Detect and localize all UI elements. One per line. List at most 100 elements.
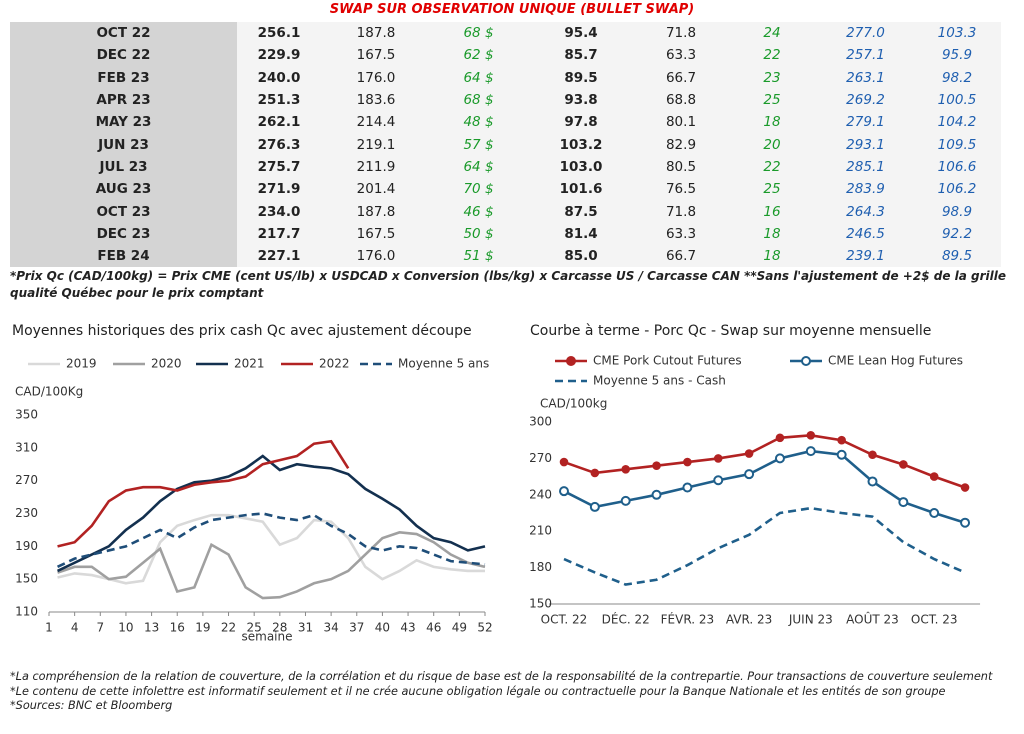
table-cell: MAY 23 <box>10 111 237 134</box>
table-cell: 66.7 <box>636 244 726 268</box>
point <box>805 446 816 457</box>
table-cell: 263.1 <box>818 66 913 89</box>
table-cell: 62 $ <box>431 44 526 67</box>
table-cell: JUL 23 <box>10 155 237 179</box>
table-cell: 234.0 <box>237 200 321 223</box>
series-line <box>563 434 966 489</box>
table-cell: 103.3 <box>913 22 1001 45</box>
table-cell: 76.5 <box>636 178 726 201</box>
table-cell: 22 <box>726 44 818 67</box>
y-axis-label: CAD/100Kg <box>15 385 83 399</box>
title: SWAP SUR OBSERVATION UNIQUE (BULLET SWAP… <box>329 2 695 17</box>
table-cell: 24 <box>726 22 818 45</box>
table-cell: 46 $ <box>431 200 526 223</box>
table-cell: 95.4 <box>526 22 636 45</box>
table-row: MAY 23 262.1 214.4 48 $97.8 80.1 18 279.1 104.2 <box>10 111 1001 134</box>
table-cell: 283.9 <box>818 178 913 201</box>
y-tick-label: 310 <box>15 440 38 454</box>
table-cell: AUG 23 <box>10 178 237 201</box>
table-cell: 50 $ <box>431 222 526 245</box>
table-cell: 214.4 <box>321 111 431 134</box>
table-cell: 82.9 <box>636 133 726 156</box>
table-cell: 264.3 <box>818 200 913 223</box>
point <box>867 476 878 487</box>
table-cell: 57 $ <box>431 133 526 156</box>
x-tick-label: 22 <box>221 621 236 635</box>
table-cell: 68 $ <box>431 88 526 112</box>
table-cell: 217.7 <box>237 222 321 245</box>
table-row: JUL 23 275.7 211.9 64 $103.0 80.5 22 285.1 106.… <box>10 155 1001 179</box>
x-tick-label: AVR. 23 <box>726 613 772 627</box>
y-tick-label: 110 <box>15 605 38 619</box>
table-cell: 85.7 <box>526 44 636 67</box>
table-cell: 89.5 <box>526 66 636 89</box>
table-cell: 176.0 <box>321 244 431 268</box>
table-row: JUN 23 276.3 219.1 57 $103.2 82.9 20 293.1 109.… <box>10 133 1001 156</box>
table-cell: 63.3 <box>636 44 726 67</box>
x-tick-label: 19 <box>195 621 210 635</box>
table-cell: 22 <box>726 155 818 179</box>
point <box>837 435 846 445</box>
chart-title: Courbe à terme - Porc Qc - Swap sur moye… <box>530 323 931 339</box>
table-cell: DEC 22 <box>10 44 237 67</box>
point <box>590 468 600 478</box>
x-tick-label: 16 <box>170 621 185 635</box>
table-cell: 51 $ <box>431 244 526 268</box>
table-cell: 187.8 <box>321 200 431 223</box>
table-cell: FEB 23 <box>10 66 237 89</box>
point <box>682 482 693 493</box>
table-cell: 269.2 <box>818 88 913 112</box>
table-row: APR 23 251.3 183.6 68 $93.8 68.8 25 269.2 100.5 <box>10 88 1001 112</box>
y-tick-label: 350 <box>15 408 38 422</box>
table-cell: 257.1 <box>818 44 913 67</box>
table-cell: 93.8 <box>526 88 636 112</box>
table-cell: 106.2 <box>913 178 1001 201</box>
table-cell: JUN 23 <box>10 133 237 156</box>
legend-label: CME Pork Cutout Futures <box>593 354 742 368</box>
table-cell: 25 <box>726 178 818 201</box>
table-cell: 85.0 <box>526 244 636 268</box>
legend-marker <box>801 356 811 366</box>
x-tick-label: DÉC. 22 <box>602 612 650 627</box>
table-cell: 277.0 <box>818 22 913 45</box>
x-tick-label: 46 <box>426 621 441 635</box>
point <box>868 450 877 460</box>
point <box>929 472 939 481</box>
y-tick-label: 300 <box>529 415 552 429</box>
y-tick-label: 270 <box>15 473 38 487</box>
swap-table: OCT 22 256.1 187.8 68 $95.4 71.8 24 277.0 103.3… <box>10 22 1001 268</box>
table-cell: DEC 23 <box>10 222 237 245</box>
table-cell: 16 <box>726 200 818 223</box>
table-cell: 89.5 <box>913 244 1001 268</box>
series-line <box>57 513 485 585</box>
table-cell: 101.6 <box>526 178 636 201</box>
table-row: OCT 23 234.0 187.8 46 $87.5 71.8 16 264.3 98.9 <box>10 200 1001 223</box>
point <box>744 449 754 458</box>
table-cell: 95.9 <box>913 44 1001 67</box>
table-cell: 68 $ <box>431 22 526 45</box>
table-cell: 64 $ <box>431 155 526 179</box>
x-tick-label: OCT. 23 <box>911 613 958 627</box>
table-row: FEB 24 227.1 176.0 51 $85.0 66.7 18 239.1 89.5 <box>10 244 1001 268</box>
y-tick-label: 150 <box>529 597 552 611</box>
point <box>589 501 600 512</box>
point <box>559 486 569 497</box>
table-cell: 100.5 <box>913 88 1001 112</box>
table-cell: 239.1 <box>818 244 913 268</box>
x-tick-label: 1 <box>45 621 53 635</box>
table-cell: 103.0 <box>526 155 636 179</box>
point <box>806 431 816 440</box>
point <box>621 465 631 474</box>
table-cell: 219.1 <box>321 133 431 156</box>
table-cell: 70 $ <box>431 178 526 201</box>
point <box>836 449 847 460</box>
legend-label: Moyenne 5 ans - Cash <box>593 374 726 388</box>
point <box>559 457 569 467</box>
point <box>651 489 662 500</box>
table-cell: 167.5 <box>321 44 431 67</box>
table-cell: 18 <box>726 244 818 268</box>
table-cell: 64 $ <box>431 66 526 89</box>
series-line <box>563 506 966 586</box>
point <box>960 517 971 528</box>
table-cell: 71.8 <box>636 200 726 223</box>
